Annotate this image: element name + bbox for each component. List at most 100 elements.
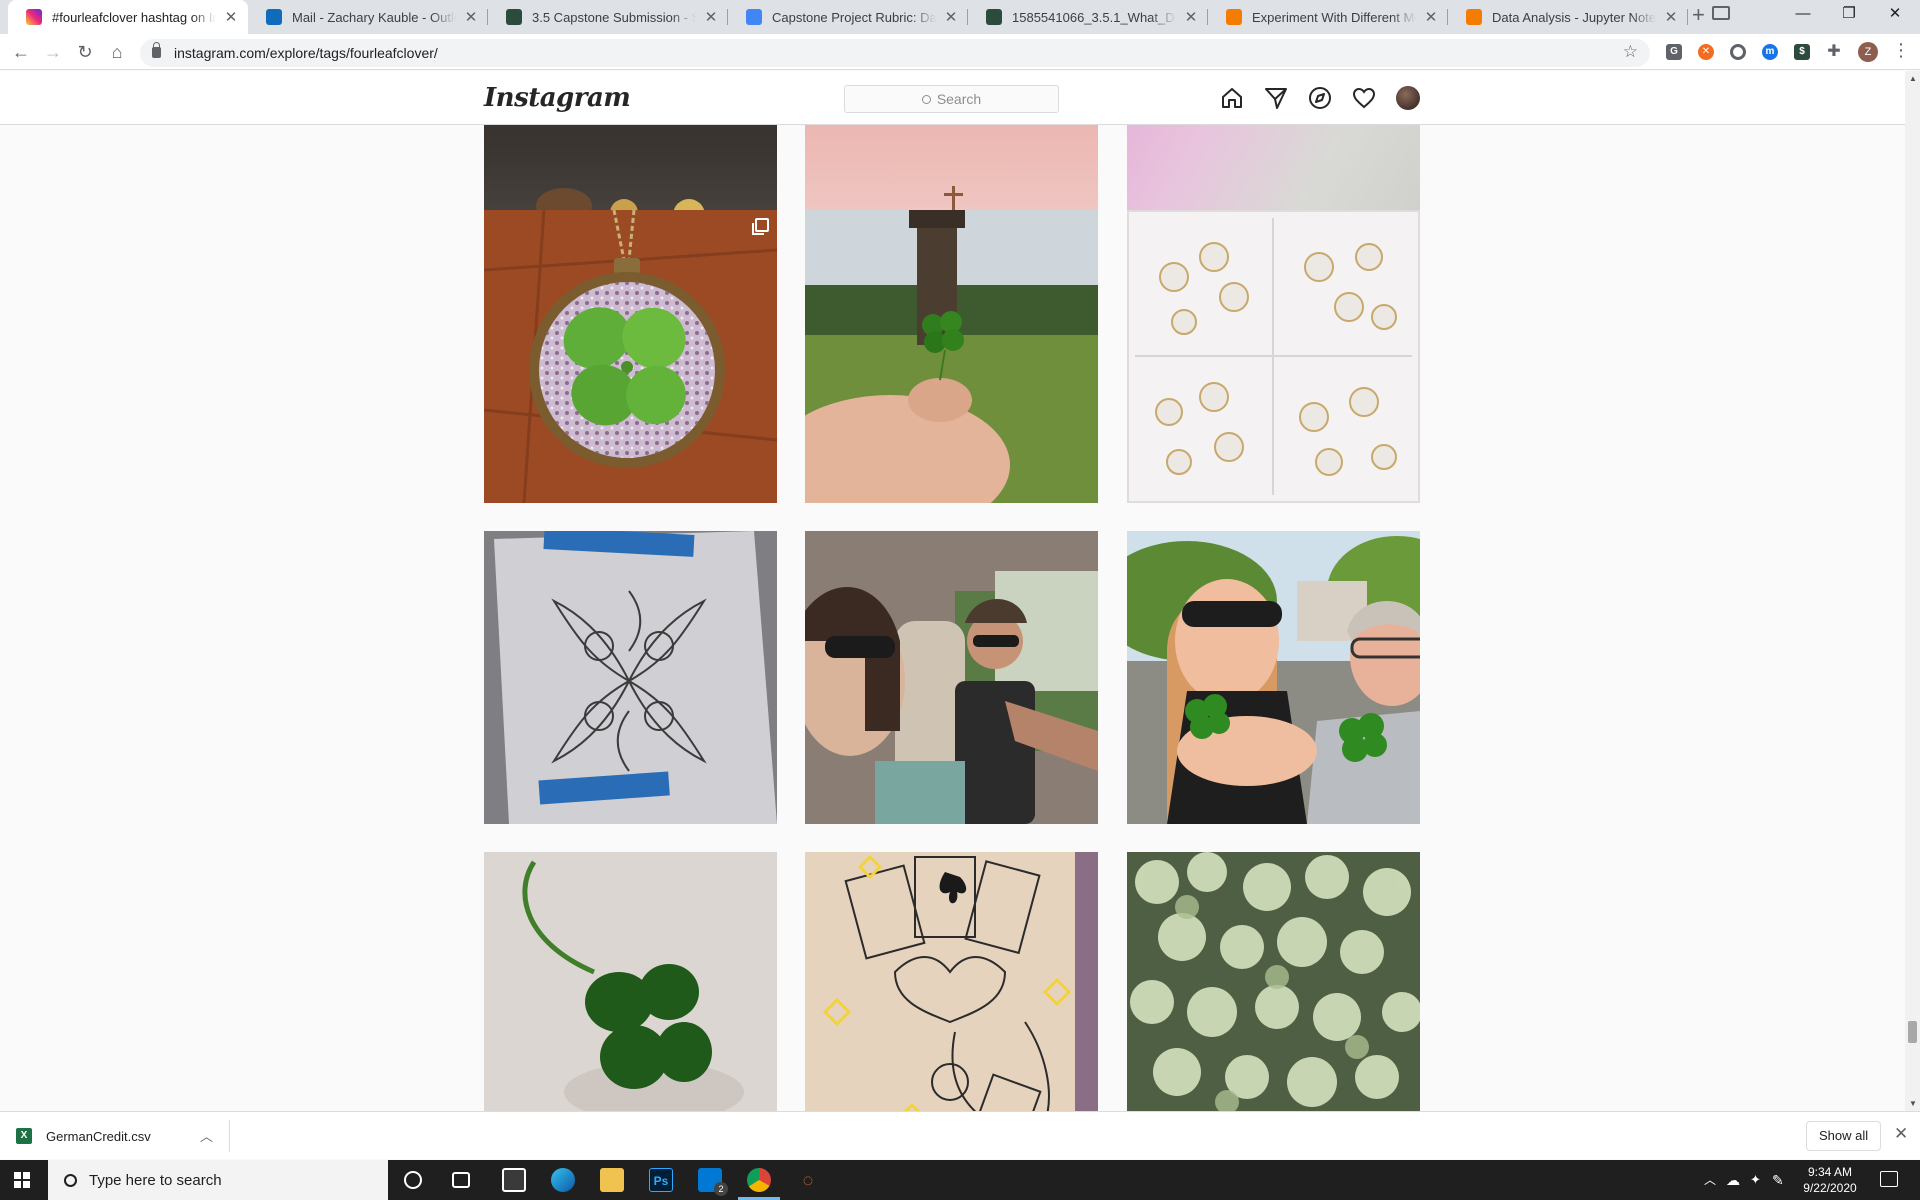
scrollbar-thumb[interactable] (1908, 1021, 1917, 1043)
extension-green-icon[interactable]: $ (1794, 44, 1810, 60)
mail-badge: 2 (714, 1182, 728, 1196)
tab-title: Data Analysis - Jupyter Notebook (1492, 9, 1656, 25)
taskbar-search-placeholder: Type here to search (89, 1171, 222, 1189)
dropbox-icon[interactable]: ✦ (1750, 1172, 1761, 1187)
post-skull-drawing[interactable] (484, 531, 777, 824)
taskbar-clock[interactable]: 9:34 AM 9/22/2020 (1790, 1164, 1870, 1196)
file-explorer-icon[interactable] (600, 1168, 624, 1192)
outlook-favicon-icon (266, 9, 282, 25)
post-clover-pendant[interactable] (484, 210, 777, 503)
tab-capstone-submission[interactable]: 3.5 Capstone Submission - Spring ✕ (488, 0, 728, 34)
pen-icon[interactable]: ✎ (1772, 1172, 1784, 1188)
profile-avatar[interactable]: Z (1858, 42, 1878, 62)
taskbar-search-box[interactable]: Type here to search (48, 1160, 388, 1200)
post-tattoo-sketch[interactable] (805, 852, 1098, 1111)
jupyter-favicon-icon (1226, 9, 1242, 25)
clock-time: 9:34 AM (1807, 1165, 1853, 1179)
windows-taskbar: Type here to search Ps 2 ◌ ︿ ☁ ✦ ✎ 9:34 … (0, 1160, 1920, 1200)
divider (229, 1120, 230, 1152)
back-arrow-icon[interactable]: ← (12, 42, 30, 62)
close-tab-icon[interactable]: ✕ (1424, 9, 1438, 26)
new-tab-button[interactable]: + (1692, 2, 1705, 27)
home-icon[interactable]: ⌂ (111, 42, 123, 62)
tab-title: Experiment With Different Models (1252, 9, 1416, 25)
close-tab-icon[interactable]: ✕ (704, 9, 718, 26)
jupyter-favicon-icon (1466, 9, 1482, 25)
notification-center-icon[interactable] (1880, 1171, 1898, 1187)
post-clover-patch[interactable] (1127, 852, 1420, 1111)
download-file-name: GermanCredit.csv (46, 1128, 151, 1144)
browser-toolbar: ← → ↻ ⌂ instagram.com/explore/tags/fourl… (0, 34, 1920, 70)
instagram-favicon-icon (26, 9, 42, 25)
tab-instagram[interactable]: #fourleafclover hashtag on Instagram ✕ (8, 0, 248, 34)
close-tab-icon[interactable]: ✕ (944, 9, 958, 26)
minimize-button[interactable]: — (1795, 5, 1811, 22)
onedrive-cloud-icon[interactable]: ☁ (1726, 1172, 1740, 1188)
close-tab-icon[interactable]: ✕ (464, 9, 478, 26)
photoshop-icon[interactable]: Ps (649, 1168, 673, 1192)
download-shelf: X GermanCredit.csv ︿ Show all ✕ (0, 1111, 1920, 1159)
post-pearl-charms[interactable] (1127, 210, 1420, 503)
extension-blue-icon[interactable]: m (1762, 44, 1778, 60)
tab-title: 3.5 Capstone Submission - Spring (532, 9, 696, 25)
home-icon[interactable] (1220, 86, 1244, 110)
tab-capstone-rubric[interactable]: Capstone Project Rubric: Data Co ✕ (728, 0, 968, 34)
post-selfie-with-clovers[interactable] (1127, 531, 1420, 824)
profile-avatar[interactable] (1396, 86, 1420, 110)
post-clover-in-hand[interactable] (805, 210, 1098, 503)
tab-experiment-models[interactable]: Experiment With Different Models ✕ (1208, 0, 1448, 34)
show-all-downloads-button[interactable]: Show all (1806, 1121, 1882, 1151)
close-tab-icon[interactable]: ✕ (1664, 9, 1678, 26)
search-input[interactable]: Search (844, 85, 1059, 113)
edge-browser-icon[interactable] (551, 1168, 575, 1192)
menu-kebab-icon[interactable]: ⋮ (1892, 40, 1910, 60)
microsoft-store-icon[interactable] (502, 1168, 526, 1192)
address-bar[interactable]: instagram.com/explore/tags/fourleafclove… (140, 39, 1650, 67)
close-window-button[interactable]: ✕ (1888, 5, 1902, 22)
jupyter-app-icon[interactable]: ◌ (802, 1170, 814, 1190)
tab-data-analysis[interactable]: Data Analysis - Jupyter Notebook ✕ (1448, 0, 1688, 34)
search-placeholder: Search (936, 91, 982, 107)
extensions-puzzle-icon[interactable]: ✚ (1827, 43, 1841, 60)
bookmark-star-icon[interactable]: ☆ (1622, 42, 1638, 61)
lock-icon (152, 42, 161, 58)
reload-icon[interactable]: ↻ (77, 42, 93, 62)
chrome-icon[interactable] (747, 1168, 771, 1192)
search-icon (921, 95, 931, 104)
chevron-up-icon[interactable]: ︿ (200, 1129, 214, 1144)
page-scrollbar[interactable]: ▲ ▼ (1905, 71, 1920, 1111)
activity-heart-icon[interactable] (1352, 86, 1376, 110)
post-car-selfie[interactable] (805, 531, 1098, 824)
tab-title: 1585541066_3.5.1_What_Data_to (1012, 9, 1176, 25)
forward-arrow-icon[interactable]: → (44, 42, 62, 62)
close-tab-icon[interactable]: ✕ (1184, 9, 1198, 26)
scroll-up-arrow-icon[interactable]: ▲ (1909, 74, 1917, 83)
tab-search-icon[interactable] (1712, 6, 1730, 20)
course-favicon-icon (986, 9, 1002, 25)
extension-orange-icon[interactable]: ✕ (1698, 44, 1714, 60)
url-text: instagram.com/explore/tags/fourleafclove… (174, 45, 438, 61)
instagram-page: Instagram Search (0, 71, 1905, 1111)
search-icon (64, 1173, 77, 1187)
close-icon[interactable]: ✕ (1894, 1124, 1909, 1143)
browser-tab-strip: #fourleafclover hashtag on Instagram ✕ M… (0, 0, 1920, 34)
tab-title: Capstone Project Rubric: Data Co (772, 9, 936, 25)
extension-circle-icon[interactable] (1730, 44, 1746, 60)
task-view-icon[interactable] (452, 1172, 470, 1188)
direct-message-icon[interactable] (1264, 86, 1288, 110)
docs-favicon-icon (746, 9, 762, 25)
close-tab-icon[interactable]: ✕ (224, 9, 238, 26)
tab-outlook[interactable]: Mail - Zachary Kauble - Outlook ✕ (248, 0, 488, 34)
tab-what-data[interactable]: 1585541066_3.5.1_What_Data_to ✕ (968, 0, 1208, 34)
windows-start-icon[interactable] (14, 1172, 31, 1189)
extension-g-icon[interactable]: G (1666, 44, 1682, 60)
tray-chevron-up-icon[interactable]: ︿ (1704, 1173, 1717, 1187)
explore-compass-icon[interactable] (1308, 86, 1332, 110)
download-item[interactable]: X GermanCredit.csv (16, 1123, 151, 1149)
restore-button[interactable]: ❐ (1842, 5, 1856, 22)
instagram-logo[interactable]: Instagram (484, 83, 631, 113)
post-clover-on-table[interactable] (484, 852, 777, 1111)
cortana-icon[interactable] (404, 1171, 422, 1189)
instagram-header: Instagram Search (0, 71, 1905, 125)
scroll-down-arrow-icon[interactable]: ▼ (1909, 1099, 1917, 1108)
